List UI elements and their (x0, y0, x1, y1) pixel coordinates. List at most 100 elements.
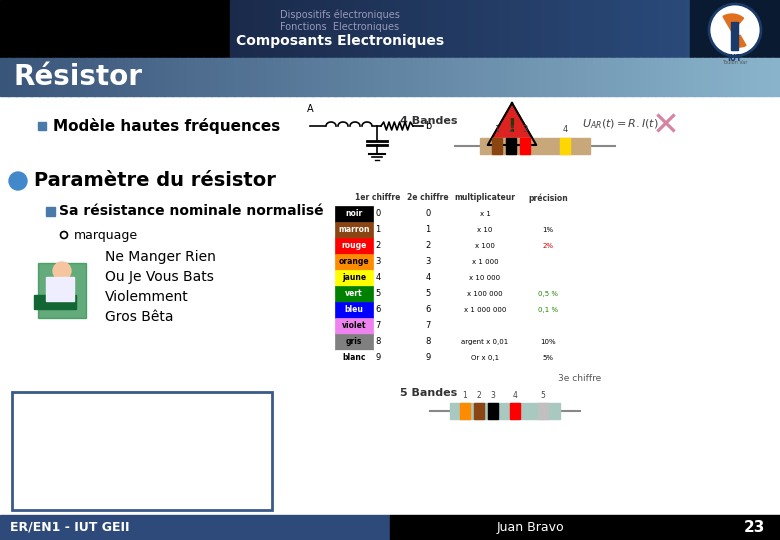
Bar (335, 270, 373, 286)
Text: 1er chiffre: 1er chiffre (356, 193, 401, 202)
Bar (335, 206, 373, 222)
Bar (0, 58, 9, 96)
Bar (569, 58, 578, 96)
Bar (450, 403, 560, 419)
Bar (460, 58, 469, 96)
Bar (218, 58, 227, 96)
Text: 7: 7 (375, 321, 381, 330)
Bar (690, 0, 780, 58)
Bar (294, 0, 300, 58)
Text: Or x 0,1: Or x 0,1 (471, 355, 499, 361)
Bar (290, 0, 296, 58)
Bar (607, 0, 613, 58)
Bar (285, 0, 291, 58)
Bar (437, 58, 445, 96)
Wedge shape (723, 14, 743, 32)
Bar (23, 58, 32, 96)
Bar (303, 0, 309, 58)
Text: x 1 000: x 1 000 (472, 259, 498, 265)
Bar (335, 318, 373, 334)
Bar (676, 0, 682, 58)
Text: Juan Bravo: Juan Bravo (496, 521, 564, 534)
Text: x 1: x 1 (480, 211, 491, 217)
Bar (478, 0, 484, 58)
Text: rouge: rouge (342, 241, 367, 251)
Text: Gros Bêta: Gros Bêta (105, 310, 173, 324)
Text: x 10 000: x 10 000 (470, 275, 501, 281)
Bar (506, 0, 512, 58)
Text: Modèle hautes fréquences: Modèle hautes fréquences (53, 118, 280, 134)
Bar (101, 58, 110, 96)
Bar (626, 0, 631, 58)
Bar (593, 58, 601, 96)
Bar (603, 0, 608, 58)
Bar (510, 403, 520, 419)
Bar (543, 0, 548, 58)
Bar (335, 238, 373, 254)
Bar (349, 0, 355, 58)
Text: x 100 000: x 100 000 (467, 291, 503, 297)
Polygon shape (488, 103, 536, 145)
Bar (345, 0, 350, 58)
Bar (686, 58, 695, 96)
Bar (335, 350, 373, 366)
Text: 6: 6 (425, 306, 431, 314)
Bar (538, 403, 548, 419)
Bar (140, 58, 149, 96)
Text: 4 Bandes: 4 Bandes (400, 116, 458, 126)
Bar (608, 58, 617, 96)
Text: Violemment: Violemment (105, 290, 189, 304)
Bar (554, 58, 562, 96)
Bar (635, 0, 640, 58)
Bar (354, 0, 360, 58)
Circle shape (709, 4, 761, 56)
Bar (452, 58, 461, 96)
Bar (548, 0, 553, 58)
Bar (359, 0, 364, 58)
Bar (725, 58, 734, 96)
Bar (414, 0, 420, 58)
Bar (250, 58, 258, 96)
Bar (476, 58, 484, 96)
Bar (424, 0, 429, 58)
Bar (538, 58, 547, 96)
Text: violet: violet (342, 321, 367, 330)
Text: 23: 23 (743, 520, 765, 535)
Bar (524, 0, 530, 58)
Bar (335, 222, 373, 238)
Bar (244, 0, 250, 58)
Bar (480, 138, 590, 154)
Bar (39, 58, 48, 96)
Text: 5: 5 (541, 391, 545, 400)
Bar (561, 0, 567, 58)
Bar (406, 58, 414, 96)
Text: Ou Je Vous Bats: Ou Je Vous Bats (105, 270, 214, 284)
Bar (488, 403, 498, 419)
Bar (441, 0, 447, 58)
Bar (38, 122, 46, 130)
Bar (640, 0, 645, 58)
Text: 0,5 %: 0,5 % (538, 291, 558, 297)
Text: orange: orange (339, 258, 369, 267)
Text: Composants Electroniques: Composants Electroniques (236, 34, 444, 48)
Bar (557, 0, 562, 58)
Bar (322, 0, 328, 58)
Bar (368, 0, 374, 58)
Bar (343, 58, 352, 96)
Text: vert: vert (346, 289, 363, 299)
Bar (367, 58, 375, 96)
Bar (265, 58, 274, 96)
Bar (78, 58, 87, 96)
Bar (242, 58, 250, 96)
Bar (534, 0, 539, 58)
Bar (511, 0, 516, 58)
Text: 5 Bandes: 5 Bandes (400, 388, 457, 398)
Text: A: A (307, 104, 314, 114)
Bar (566, 0, 572, 58)
Bar (109, 58, 118, 96)
Circle shape (9, 172, 27, 190)
Text: Ne Manger Rien: Ne Manger Rien (105, 250, 216, 264)
Text: x 10: x 10 (477, 227, 493, 233)
Bar (529, 0, 534, 58)
Text: 8: 8 (375, 338, 381, 347)
